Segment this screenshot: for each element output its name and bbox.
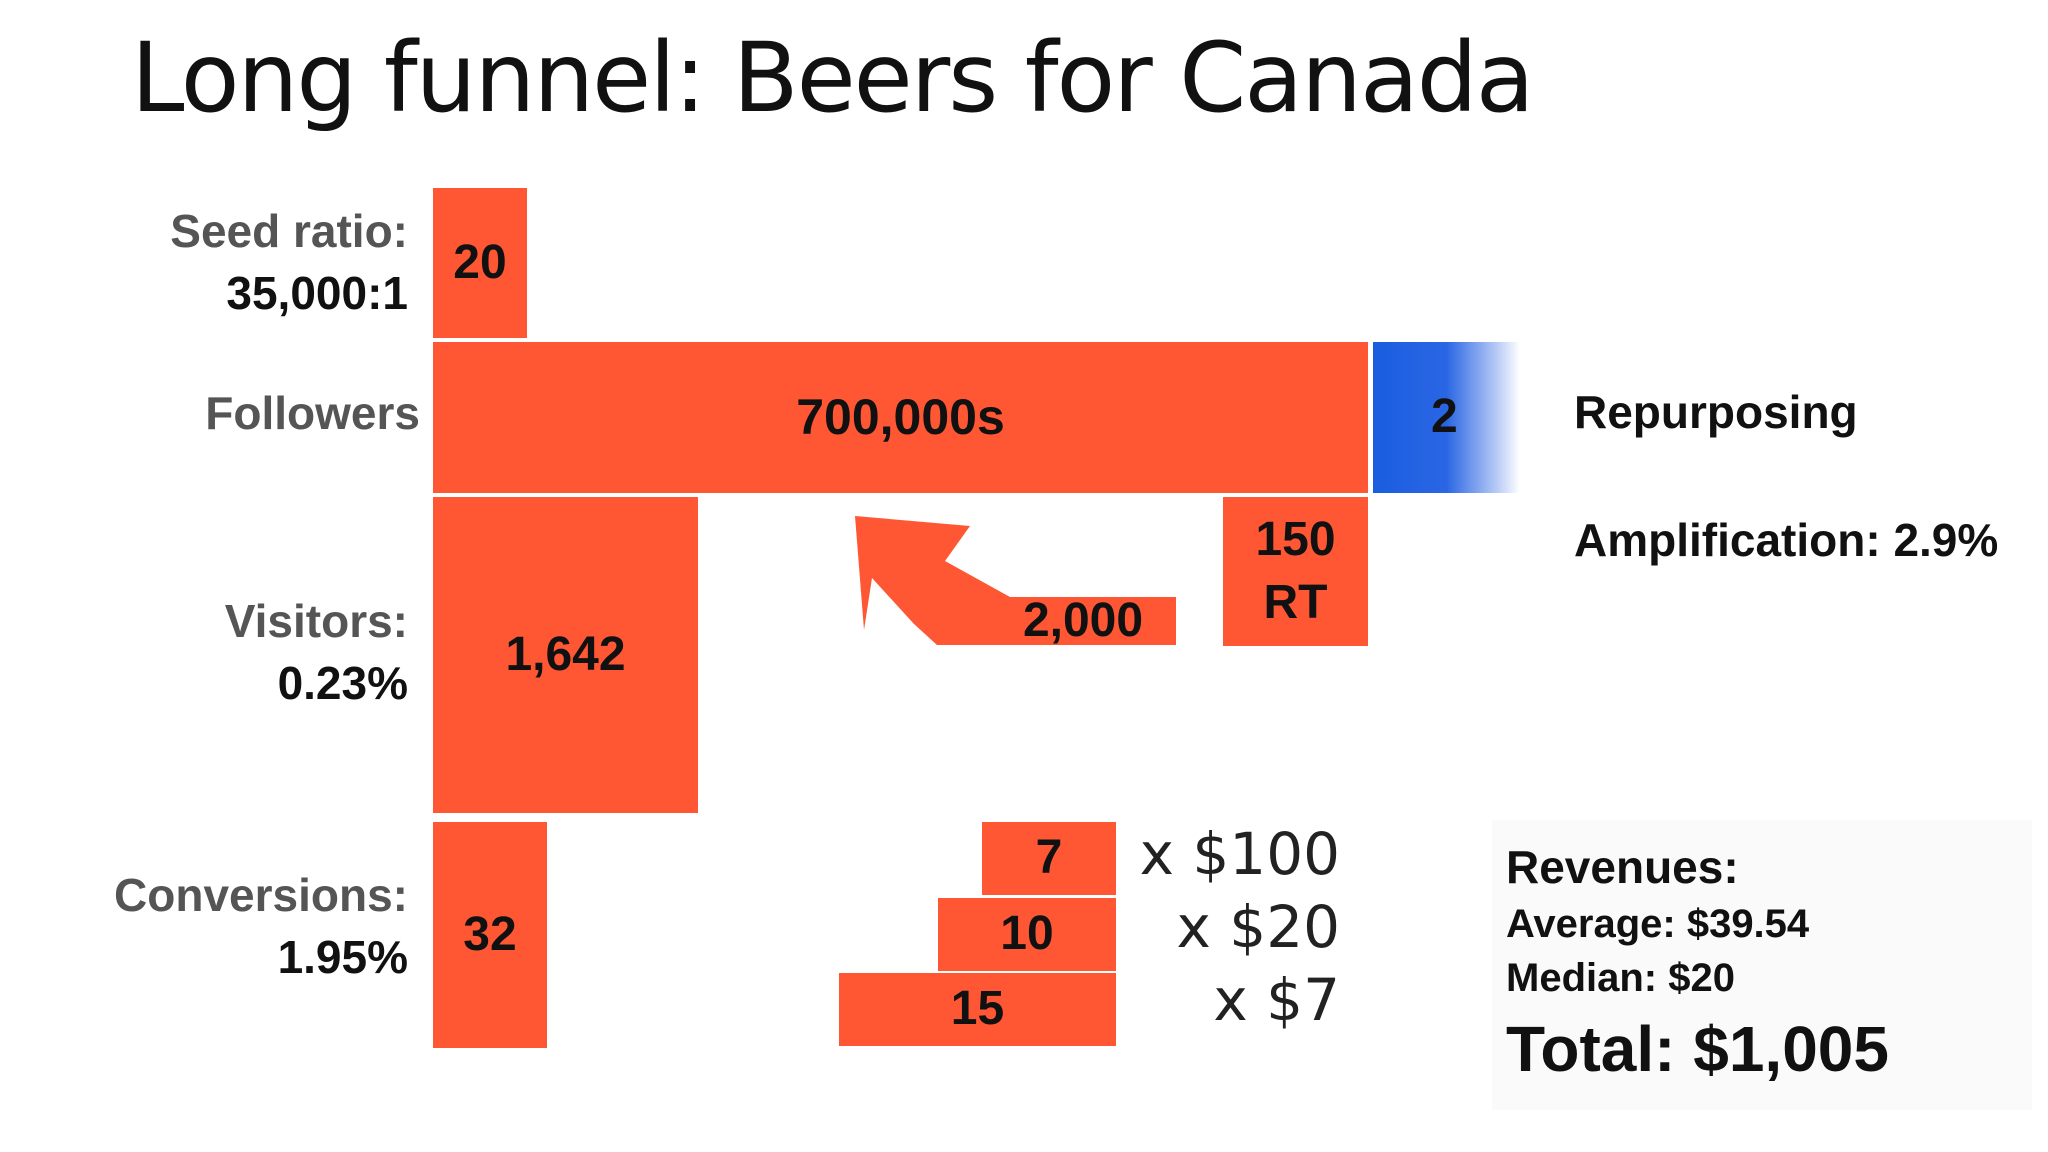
slide-title: Long funnel: Beers for Canada <box>131 22 1535 134</box>
retweets-box: 150 RT <box>1223 497 1368 646</box>
tier-price-2: x $20 <box>1176 893 1340 961</box>
visitors-box-value: 1,642 <box>505 627 626 681</box>
followers-box: 700,000s <box>433 342 1368 493</box>
visitors-key: Visitors: <box>224 595 408 647</box>
followers-label: Followers <box>205 382 420 444</box>
retweets-unit: RT <box>1263 575 1328 629</box>
repurposing-text: Repurposing <box>1574 386 1858 438</box>
tier-count-3: 15 <box>950 982 1005 1036</box>
visitors-label: Visitors: 0.23% <box>225 590 408 714</box>
tier-box-3: 15 <box>839 973 1116 1046</box>
revenues-average: Average: $39.54 <box>1506 902 1810 946</box>
seed-box-value: 20 <box>453 235 507 289</box>
amplified-label: 2,000 <box>990 594 1176 647</box>
repurpose-box: 2 <box>1373 342 1520 493</box>
seed-box: 20 <box>433 188 527 338</box>
amplification-text: Amplification: 2.9% <box>1574 514 1999 566</box>
revenues-median: Median: $20 <box>1506 956 1735 1000</box>
followers-key: Followers <box>205 387 420 439</box>
conversions-label: Conversions: 1.95% <box>114 864 408 988</box>
visitors-value: 0.23% <box>277 657 408 709</box>
revenues-heading: Revenues: <box>1506 841 1739 893</box>
revenues-total: Total: $1,005 <box>1506 1013 1889 1085</box>
seed-ratio-key: Seed ratio: <box>170 205 408 257</box>
revenues-panel: Revenues: Average: $39.54 Median: $20 To… <box>1492 820 2032 1110</box>
tier-price-1: x $100 <box>1139 820 1340 888</box>
followers-box-value: 700,000s <box>796 389 1005 445</box>
tier-price-3: x $7 <box>1213 966 1340 1034</box>
amplified-value: 2,000 <box>1022 593 1144 647</box>
conversions-value: 1.95% <box>277 931 408 983</box>
repurpose-box-value: 2 <box>1431 390 1458 444</box>
retweets-count: 150 <box>1255 513 1336 567</box>
conversions-key: Conversions: <box>114 869 408 921</box>
arrow-shape <box>855 516 1176 645</box>
conversions-box: 32 <box>433 822 547 1048</box>
tier-count-1: 7 <box>1035 831 1063 885</box>
seed-ratio-value: 35,000:1 <box>226 267 408 319</box>
conversions-box-value: 32 <box>463 907 517 961</box>
tier-box-1: 7 <box>982 822 1116 895</box>
seed-ratio-label: Seed ratio: 35,000:1 <box>170 200 408 324</box>
tier-box-2: 10 <box>938 898 1116 971</box>
visitors-box: 1,642 <box>433 497 698 813</box>
tier-count-2: 10 <box>1000 907 1054 961</box>
